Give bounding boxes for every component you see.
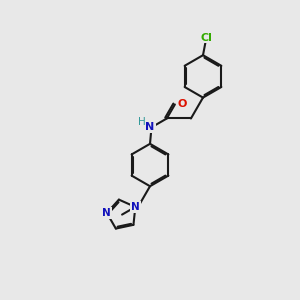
- Text: N: N: [146, 122, 154, 132]
- Text: N: N: [103, 208, 111, 218]
- Text: N: N: [131, 202, 140, 212]
- Text: H: H: [138, 117, 146, 127]
- Text: O: O: [178, 100, 187, 110]
- Text: Cl: Cl: [201, 32, 212, 43]
